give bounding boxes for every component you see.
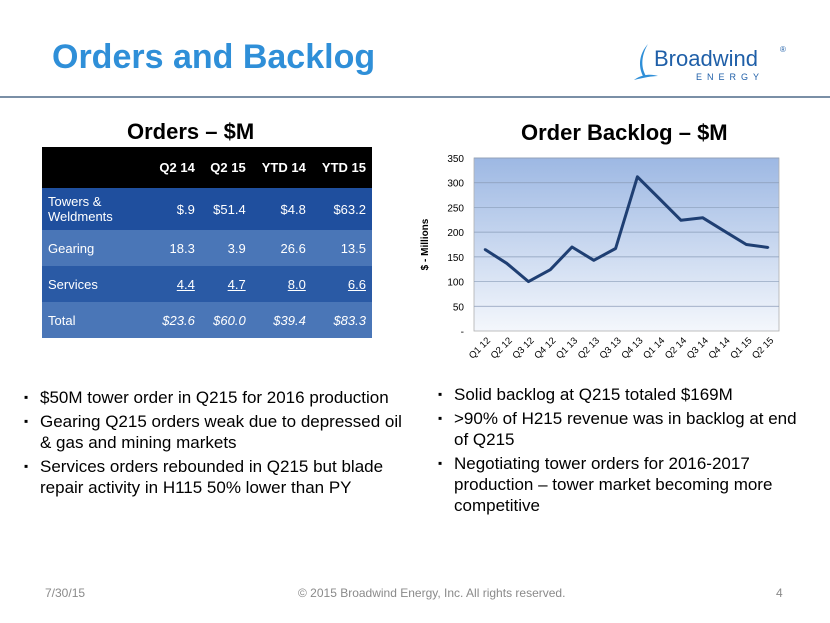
backlog-series-line — [484, 175, 769, 284]
bullet-item: Services orders rebounded in Q215 but bl… — [24, 456, 406, 498]
x-tick-label: Q3 12 — [511, 335, 537, 361]
row-label: Total — [42, 302, 150, 338]
x-tick-label: Q2 13 — [576, 335, 602, 361]
table-cell: 4.4 — [150, 266, 201, 302]
data-point — [679, 219, 683, 222]
table-cell: $51.4 — [200, 188, 252, 230]
y-tick-label: - — [461, 327, 464, 338]
data-point — [570, 245, 574, 249]
orders-heading: Orders – $M — [127, 119, 255, 144]
logo-reg: ® — [780, 45, 786, 54]
x-tick-label: Q2 14 — [663, 335, 689, 361]
table-cell: $83.3 — [311, 302, 372, 338]
y-tick-label: 350 — [447, 154, 464, 165]
row-label: Services — [42, 266, 150, 302]
bullet-item: >90% of H215 revenue was in backlog at e… — [438, 408, 810, 450]
data-point — [483, 248, 487, 251]
left-bullet-list: $50M tower order in Q215 for 2016 produc… — [24, 387, 406, 501]
data-point — [505, 262, 508, 265]
page-number: 4 — [776, 586, 783, 600]
footer-copyright: © 2015 Broadwind Energy, Inc. All rights… — [298, 586, 566, 600]
x-tick-label: Q1 15 — [728, 335, 754, 361]
y-tick-label: 150 — [447, 253, 464, 264]
logo-tag: ENERGY — [696, 72, 764, 82]
table-row: Towers & Weldments $.9 $51.4 $4.8 $63.2 — [42, 188, 372, 230]
footer-date: 7/30/15 — [45, 586, 86, 600]
table-cell: 6.6 — [311, 266, 372, 302]
table-row: Gearing 18.3 3.9 26.6 13.5 — [42, 230, 372, 266]
row-label: Towers & Weldments — [42, 188, 150, 230]
x-tick-label: Q2 15 — [750, 335, 776, 361]
backlog-heading: Order Backlog – $M — [521, 120, 728, 145]
table-cell: 3.9 — [200, 230, 252, 266]
col-header: Q2 15 — [200, 147, 252, 188]
table-cell: 8.0 — [251, 266, 312, 302]
data-point — [723, 229, 726, 233]
data-point — [592, 259, 596, 262]
title-divider — [0, 96, 830, 98]
orders-table: Q2 14 Q2 15 YTD 14 YTD 15 Towers & Weldm… — [42, 147, 372, 338]
x-tick-label: Q3 13 — [598, 335, 624, 361]
table-cell: 18.3 — [150, 230, 201, 266]
table-cell: $23.6 — [150, 302, 201, 338]
y-tick-label: 50 — [453, 302, 465, 313]
data-point — [549, 268, 552, 271]
plot-area — [473, 157, 780, 332]
x-tick-label: Q1 12 — [467, 335, 493, 361]
data-point — [701, 216, 704, 220]
slide-title: Orders and Backlog — [52, 38, 376, 76]
bullet-item: Negotiating tower orders for 2016-2017 p… — [438, 453, 810, 516]
logo-name: Broadwind — [654, 46, 758, 71]
y-tick-label: 200 — [447, 228, 464, 239]
table-cell: $60.0 — [200, 302, 252, 338]
data-point — [745, 243, 748, 246]
x-tick-label: Q1 13 — [554, 335, 580, 361]
table-cell: $39.4 — [251, 302, 312, 338]
y-tick-label: 100 — [447, 278, 464, 289]
table-cell: $63.2 — [311, 188, 372, 230]
bullet-item: Solid backlog at Q215 totaled $169M — [438, 384, 810, 405]
table-cell: $4.8 — [251, 188, 312, 230]
table-cell: 13.5 — [311, 230, 372, 266]
broadwind-logo: Broadwind ® ENERGY — [634, 44, 786, 82]
table-row: Total $23.6 $60.0 $39.4 $83.3 — [42, 302, 372, 338]
right-bullet-list: Solid backlog at Q215 totaled $169M >90%… — [438, 384, 810, 519]
x-tick-label: Q4 14 — [707, 335, 733, 361]
bullet-item: $50M tower order in Q215 for 2016 produc… — [24, 387, 406, 408]
x-tick-label: Q4 12 — [532, 335, 558, 361]
x-tick-label: Q2 12 — [489, 335, 515, 361]
table-cell: 4.7 — [200, 266, 252, 302]
orders-header-row: Q2 14 Q2 15 YTD 14 YTD 15 — [42, 147, 372, 188]
data-point — [766, 246, 770, 249]
x-tick-label: Q4 13 — [619, 335, 645, 361]
data-point — [614, 247, 617, 250]
col-header: YTD 15 — [311, 147, 372, 188]
data-point — [527, 280, 530, 283]
x-tick-label: Q3 14 — [685, 335, 711, 361]
col-header — [42, 147, 150, 188]
x-tick-label: Q1 14 — [641, 335, 667, 361]
col-header: Q2 14 — [150, 147, 201, 188]
table-cell: 26.6 — [251, 230, 312, 266]
bullet-item: Gearing Q215 orders weak due to depresse… — [24, 411, 406, 453]
table-cell: $.9 — [150, 188, 201, 230]
table-row: Services 4.4 4.7 8.0 6.6 — [42, 266, 372, 302]
y-tick-label: 300 — [447, 179, 464, 190]
row-label: Gearing — [42, 230, 150, 266]
data-point — [657, 197, 661, 200]
y-tick-label: 250 — [447, 203, 464, 214]
col-header: YTD 14 — [251, 147, 312, 188]
data-point — [636, 175, 639, 178]
y-axis-label: $ - Millions — [420, 218, 431, 270]
